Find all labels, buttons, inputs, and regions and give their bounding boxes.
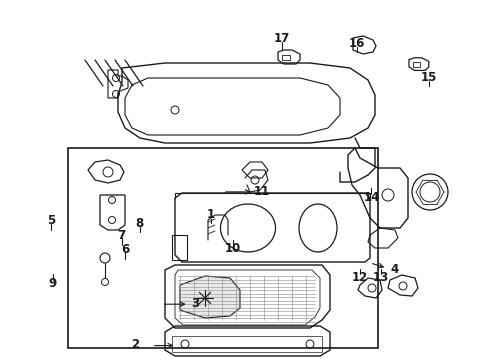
Text: 15: 15: [420, 71, 437, 84]
Text: 1: 1: [207, 208, 215, 221]
Bar: [282, 55, 290, 60]
Text: 11: 11: [253, 185, 270, 198]
Bar: [68, 148, 378, 348]
Text: 10: 10: [225, 242, 242, 255]
Text: 7: 7: [118, 229, 125, 242]
Text: 17: 17: [273, 32, 290, 45]
Text: 13: 13: [373, 271, 390, 284]
Text: 3: 3: [191, 297, 199, 310]
Text: 5: 5: [48, 214, 55, 227]
Bar: [413, 62, 420, 67]
Text: 6: 6: [121, 243, 129, 256]
Text: 14: 14: [363, 191, 380, 204]
Polygon shape: [180, 276, 240, 318]
Text: 12: 12: [352, 271, 368, 284]
Text: 16: 16: [348, 37, 365, 50]
Bar: [172, 235, 187, 260]
Text: 2: 2: [131, 338, 139, 351]
Text: 8: 8: [136, 217, 144, 230]
Text: 9: 9: [49, 277, 57, 290]
Bar: [172, 336, 322, 352]
Text: 4: 4: [391, 263, 398, 276]
